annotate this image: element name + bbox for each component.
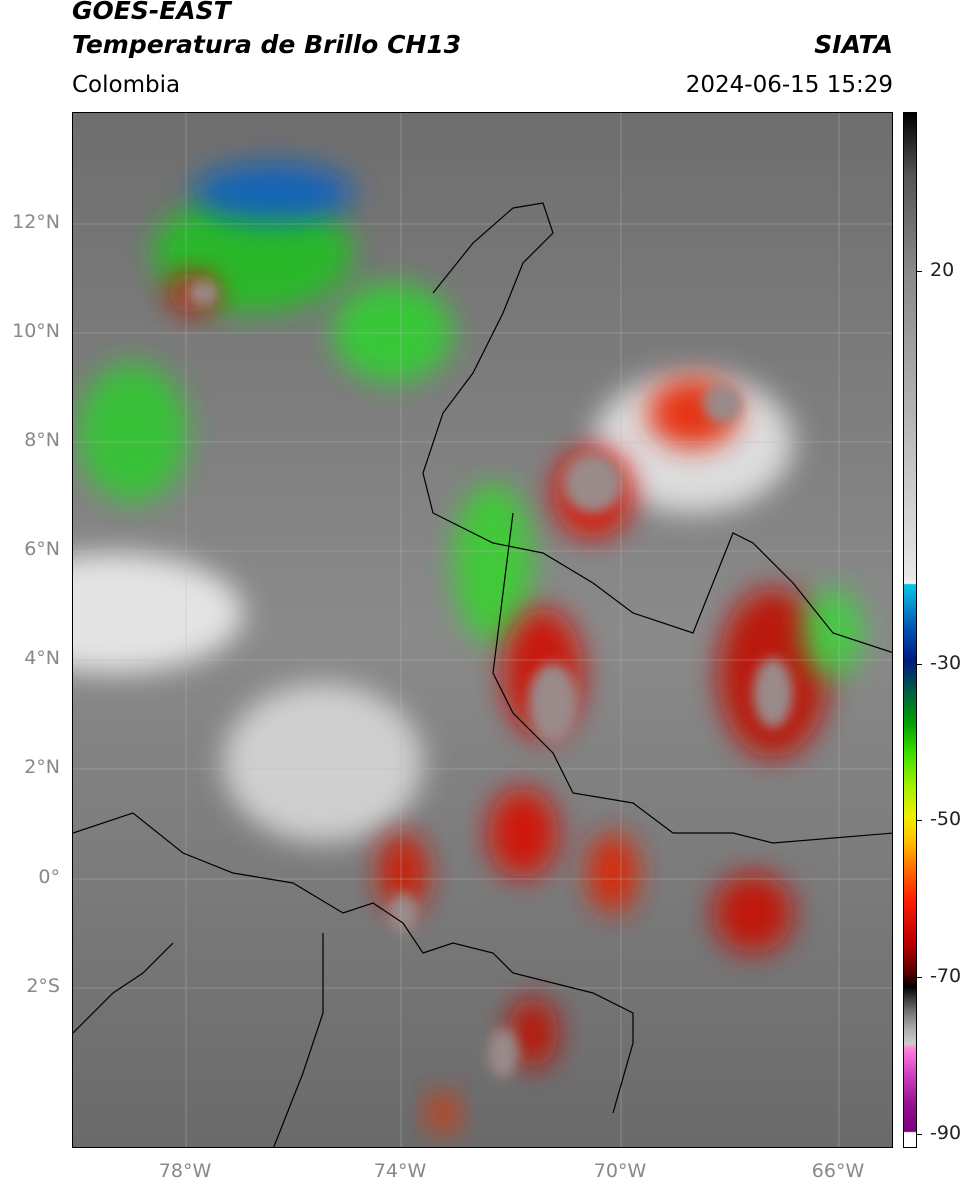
lat-tick-label: 12°N: [12, 211, 60, 233]
convective-core: [188, 280, 218, 306]
lat-tick-label: 0°: [38, 866, 60, 888]
colorbar-tick: [917, 977, 922, 978]
colorbar-tick: [917, 820, 922, 821]
border-lines: [73, 812, 634, 1147]
graticule: [73, 113, 892, 1147]
lat-tick-label: 2°S: [26, 975, 60, 997]
lon-tick-label: 70°W: [593, 1160, 647, 1182]
cloud: [428, 1093, 458, 1133]
cloud: [713, 873, 793, 953]
region: Colombia: [72, 72, 181, 98]
cloud: [73, 553, 243, 673]
lon-tick-label: 78°W: [158, 1160, 212, 1182]
lat-tick-label: 2°N: [24, 756, 60, 778]
convective-core: [388, 893, 418, 933]
lon-tick-label: 66°W: [811, 1160, 865, 1182]
convective-core: [488, 1028, 518, 1078]
title: GOES-EAST: [72, 0, 231, 25]
colorbar-tick: [917, 1134, 922, 1135]
colorbar: [903, 112, 917, 1148]
cloud: [378, 833, 428, 913]
colorbar-tick-label: -30: [930, 652, 962, 674]
border-lines: [422, 202, 892, 844]
cloud: [223, 683, 423, 843]
lat-tick-label: 6°N: [24, 538, 60, 560]
lon-tick-label: 74°W: [373, 1160, 427, 1182]
timestamp: 2024-06-15 15:29: [685, 72, 893, 98]
colorbar-tick-label: -50: [930, 808, 962, 830]
convective-core: [703, 383, 743, 423]
convective-core: [563, 453, 623, 513]
colorbar-tick: [917, 271, 922, 272]
lat-tick-label: 4°N: [24, 647, 60, 669]
lat-tick-label: 10°N: [12, 320, 60, 342]
cloud: [508, 998, 558, 1068]
cloud-tops: [73, 163, 863, 1133]
cloud: [193, 163, 353, 223]
map-imagery: [73, 113, 892, 1147]
satellite-map: [72, 112, 893, 1148]
convective-core: [753, 658, 793, 728]
convective-core: [528, 663, 578, 743]
cloud: [78, 363, 188, 503]
colorbar-tick: [917, 664, 922, 665]
colorbar-tick-label: -90: [930, 1122, 962, 1144]
lat-tick-label: 8°N: [24, 429, 60, 451]
cloud: [453, 483, 533, 643]
colorbar-tick-label: 20: [930, 259, 955, 281]
subtitle: Temperatura de Brillo CH13: [72, 30, 462, 59]
colorbar-tick-label: -70: [930, 965, 962, 987]
cloud: [588, 833, 638, 913]
source: SIATA: [814, 30, 893, 59]
cloud: [488, 788, 558, 878]
